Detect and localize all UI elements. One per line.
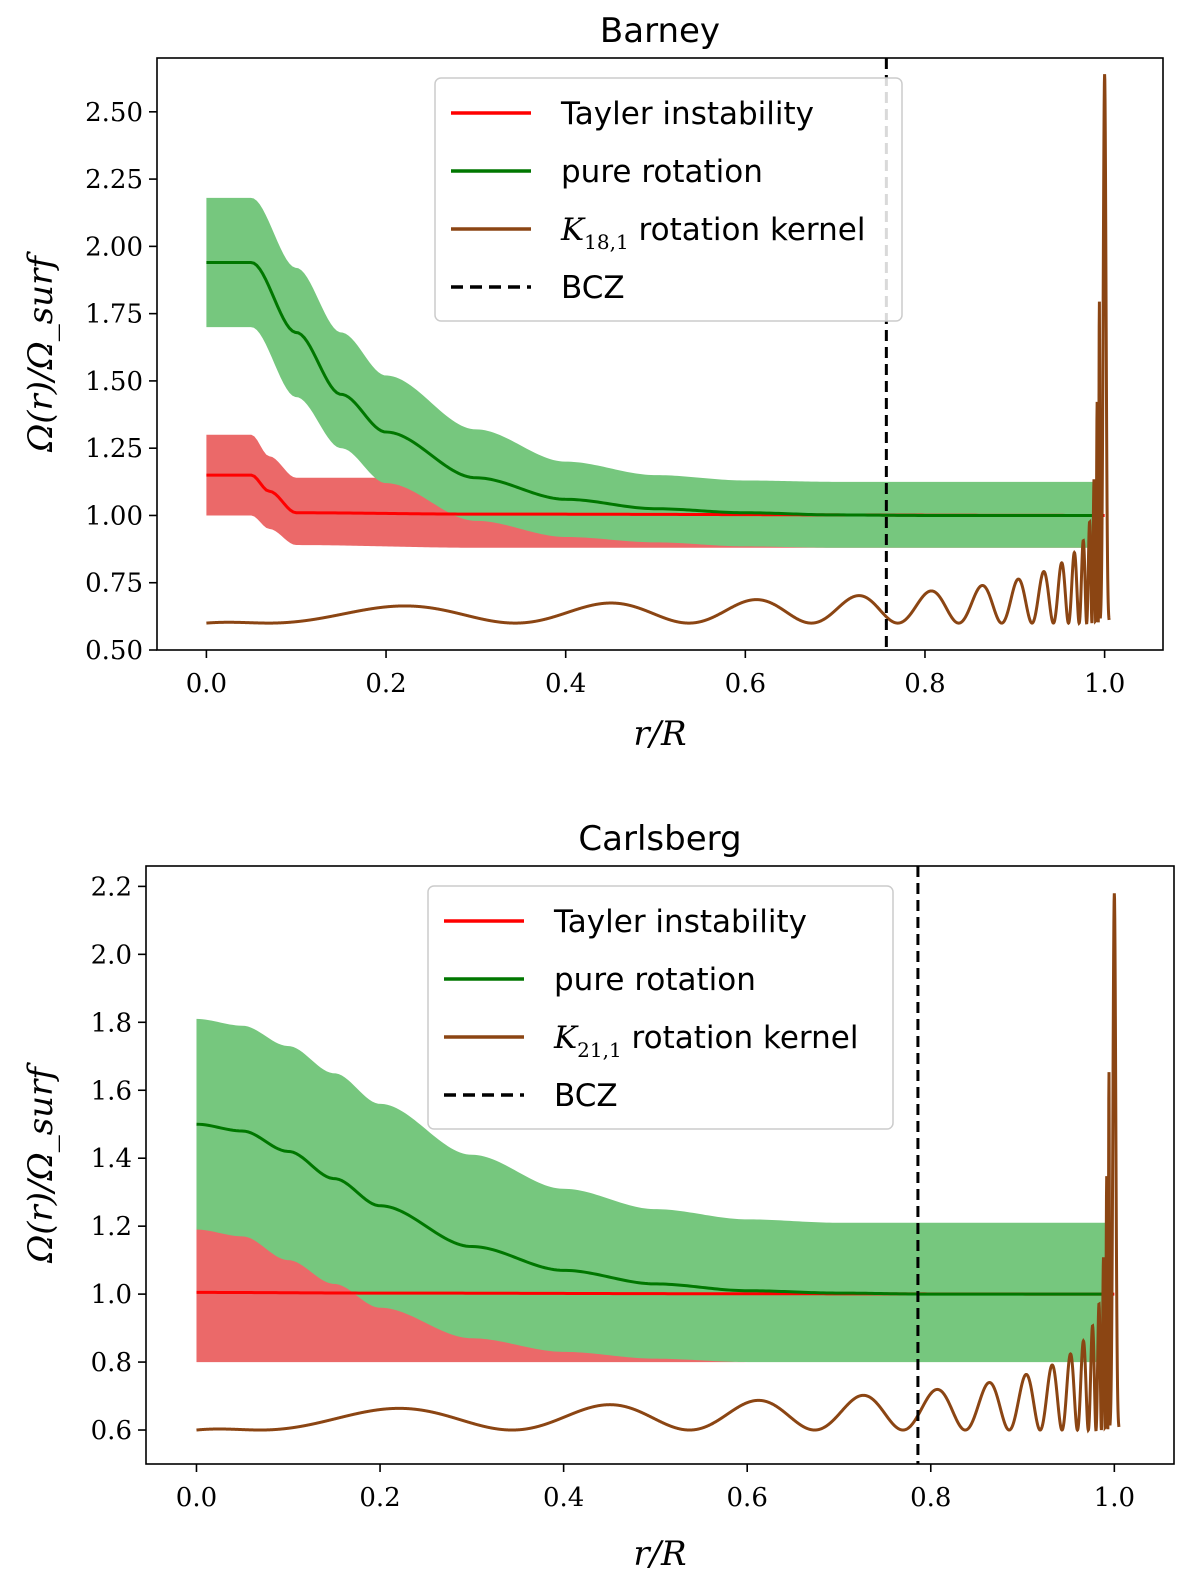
legend-label: BCZ xyxy=(554,1078,618,1114)
band-pure-rotation xyxy=(196,1018,1106,1363)
y-tick-label: 1.00 xyxy=(85,501,143,531)
legend-label-prefix: K xyxy=(553,1020,579,1056)
y-tick-label: 1.2 xyxy=(91,1212,132,1242)
chart-0: 0.0 0.2 0.4 0.6 0.8 1.0 0.50 0.75 1.00 1.25 1.50 1.… xyxy=(21,11,1164,754)
line-pure-rotation xyxy=(196,1122,1106,1296)
plot-area xyxy=(206,58,1111,650)
legend-label: K21,1 rotation kernel xyxy=(553,1020,858,1062)
plot-area xyxy=(196,866,1121,1464)
x-axis-label: r/R xyxy=(633,714,686,754)
legend-label: BCZ xyxy=(561,270,625,306)
chart-title: Barney xyxy=(600,11,720,51)
legend-label: Tayler instability xyxy=(553,904,807,940)
x-tick-label: 0.0 xyxy=(186,669,227,699)
legend-label: pure rotation xyxy=(554,962,756,998)
line-rotation-kernel xyxy=(206,74,1111,627)
legend-box xyxy=(434,77,903,322)
legend-label-suffix: rotation kernel xyxy=(622,1020,859,1056)
x-tick-label: 0.8 xyxy=(910,1483,951,1513)
x-tick-label: 0.2 xyxy=(365,669,406,699)
y-tick-label: 2.50 xyxy=(85,98,143,128)
legend-entry: BCZ xyxy=(451,270,625,306)
x-tick-label: 1.0 xyxy=(1094,1483,1135,1513)
legend: Tayler instability pure rotation K21,1 rot… xyxy=(427,885,894,1130)
y-tick-label: 2.0 xyxy=(91,940,132,970)
y-axis-label: Ω(r)/Ω_surf xyxy=(21,251,61,453)
x-tick-label: 0.4 xyxy=(545,669,586,699)
band-pure-rotation xyxy=(206,197,1096,548)
legend-entry: K21,1 rotation kernel xyxy=(444,1020,858,1062)
y-tick-label: 1.25 xyxy=(85,434,143,464)
legend-label-sub: 18,1 xyxy=(584,230,629,254)
axes-frame xyxy=(156,57,1164,651)
legend-label: Tayler instability xyxy=(560,96,814,132)
legend-entry: Tayler instability xyxy=(451,96,814,132)
legend-entry: BCZ xyxy=(444,1078,618,1114)
y-tick-label: 1.0 xyxy=(91,1280,132,1310)
x-tick-label: 0.8 xyxy=(904,669,945,699)
legend-label-prefix: K xyxy=(560,212,586,248)
y-axis-label: Ω(r)/Ω_surf xyxy=(21,1062,61,1264)
y-tick-label: 0.8 xyxy=(91,1348,132,1378)
legend-entry: K18,1 rotation kernel xyxy=(451,212,865,254)
x-tick-label: 0.4 xyxy=(543,1483,584,1513)
chart-title: Carlsberg xyxy=(578,819,741,859)
legend-label: K18,1 rotation kernel xyxy=(560,212,865,254)
x-tick-label: 1.0 xyxy=(1084,669,1125,699)
axes-frame xyxy=(145,865,1175,1465)
legend-label-sub: 21,1 xyxy=(577,1038,622,1062)
x-tick-label: 0.6 xyxy=(725,669,766,699)
y-tick-label: 2.00 xyxy=(85,232,143,262)
legend-entry: Tayler instability xyxy=(444,904,807,940)
y-tick-label: 2.2 xyxy=(91,872,132,902)
y-tick-label: 1.6 xyxy=(91,1076,132,1106)
y-tick-label: 2.25 xyxy=(85,165,143,195)
legend-entry: pure rotation xyxy=(444,962,756,998)
legend: Tayler instability pure rotation K18,1 rot… xyxy=(434,77,903,322)
legend-label-suffix: rotation kernel xyxy=(629,212,866,248)
legend-label: pure rotation xyxy=(561,154,763,190)
band-tayler xyxy=(196,1226,1115,1363)
chart-1: 0.0 0.2 0.4 0.6 0.8 1.0 0.6 0.8 1.0 1.2 1.4 1.6 1.8 2… xyxy=(21,819,1175,1574)
line-pure-rotation xyxy=(206,261,1096,517)
x-tick-label: 0.2 xyxy=(359,1483,400,1513)
y-tick-label: 1.4 xyxy=(91,1144,132,1174)
band-tayler xyxy=(206,434,1105,548)
y-tick-label: 0.50 xyxy=(85,636,143,666)
y-tick-label: 0.6 xyxy=(91,1416,132,1446)
x-tick-label: 0.6 xyxy=(727,1483,768,1513)
y-tick-label: 1.75 xyxy=(85,300,143,330)
x-axis-label: r/R xyxy=(633,1534,686,1574)
y-tick-label: 1.50 xyxy=(85,367,143,397)
legend-entry: pure rotation xyxy=(451,154,763,190)
line-rotation-kernel xyxy=(196,893,1121,1434)
y-tick-label: 0.75 xyxy=(85,569,143,599)
x-tick-label: 0.0 xyxy=(176,1483,217,1513)
legend-box xyxy=(427,885,894,1130)
y-tick-label: 1.8 xyxy=(91,1008,132,1038)
